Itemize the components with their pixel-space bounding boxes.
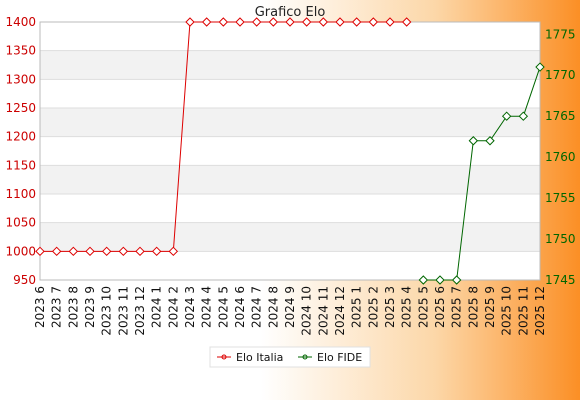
x-tick-label: 2025 6 xyxy=(433,286,447,328)
data-point-elo-italia xyxy=(401,17,412,27)
data-point-elo-fide xyxy=(501,111,512,121)
grid-band xyxy=(40,222,540,252)
x-tick-label: 2024 5 xyxy=(216,286,230,328)
left-tick-label: 1400 xyxy=(5,15,36,29)
grid-band xyxy=(40,50,540,80)
grid-band xyxy=(40,108,540,137)
legend-label-elo-fide: Elo FIDE xyxy=(317,351,362,364)
x-tick-label: 2023 9 xyxy=(83,286,97,328)
data-point-elo-italia xyxy=(151,246,162,257)
data-point-elo-fide xyxy=(518,111,529,121)
x-tick-label: 2024 2 xyxy=(166,286,180,328)
left-axis-ticks: 950 1000 1050 1100 1150 1200 1250 1300 1350 1400 xyxy=(5,15,36,287)
left-tick-label: 1100 xyxy=(5,187,36,201)
data-point-elo-italia xyxy=(218,17,229,27)
x-tick-label: 2024 7 xyxy=(250,286,264,328)
x-tick-label: 2025 2 xyxy=(366,286,380,328)
grid-band xyxy=(40,165,540,194)
data-point-elo-italia xyxy=(368,17,379,27)
data-point-elo-italia xyxy=(85,246,95,257)
data-point-elo-fide xyxy=(485,136,495,146)
legend-box xyxy=(209,346,371,368)
data-point-elo-italia xyxy=(118,246,129,257)
data-point-elo-italia xyxy=(235,17,245,27)
data-point-elo-italia xyxy=(168,246,179,257)
data-point-elo-italia xyxy=(135,246,145,257)
x-tick-label: 2023 12 xyxy=(133,286,147,336)
data-point-elo-italia xyxy=(318,17,329,27)
left-tick-label: 950 xyxy=(13,273,36,287)
x-tick-label: 2025 1 xyxy=(350,286,364,328)
right-tick-label: 1765 xyxy=(545,109,576,123)
data-point-elo-italia xyxy=(335,17,345,27)
x-tick-label: 2024 8 xyxy=(266,286,280,328)
series-layer xyxy=(35,17,545,285)
x-tick-label: 2023 7 xyxy=(50,286,64,328)
data-point-elo-italia xyxy=(285,17,295,27)
left-tick-label: 1000 xyxy=(5,244,36,258)
x-tick-label: 2024 6 xyxy=(233,286,247,328)
data-point-elo-italia xyxy=(68,246,79,257)
data-point-elo-fide xyxy=(468,136,479,146)
left-tick-label: 1200 xyxy=(5,130,36,144)
data-point-elo-italia xyxy=(35,246,45,257)
legend-marker-elo-fide xyxy=(302,354,308,360)
x-tick-label: 2023 8 xyxy=(66,286,80,328)
data-point-elo-italia xyxy=(385,17,395,27)
data-point-elo-fide xyxy=(418,275,429,285)
right-tick-label: 1760 xyxy=(545,150,576,164)
x-tick-label: 2025 8 xyxy=(466,286,480,328)
left-tick-label: 1050 xyxy=(5,216,36,230)
chart-title: Grafico Elo xyxy=(255,5,326,20)
left-tick-label: 1150 xyxy=(5,158,36,172)
data-point-elo-italia xyxy=(268,17,279,27)
x-tick-label: 2025 5 xyxy=(416,286,430,328)
data-point-elo-italia xyxy=(301,17,312,27)
x-tick-label: 2024 3 xyxy=(183,286,197,328)
legend-marker-elo-italia xyxy=(221,354,227,360)
data-point-elo-italia xyxy=(51,246,62,257)
right-axis-ticks: 1745 1750 1755 1760 1765 1770 1775 xyxy=(545,27,576,287)
right-tick-label: 1750 xyxy=(545,232,576,246)
left-tick-label: 1300 xyxy=(5,72,36,86)
x-tick-label: 2025 3 xyxy=(383,286,397,328)
data-point-elo-italia xyxy=(201,17,212,27)
legend: Elo Italia Elo FIDE xyxy=(209,346,371,368)
left-tick-label: 1250 xyxy=(5,101,36,115)
x-tick-label: 2025 11 xyxy=(516,286,530,336)
x-tick-label: 2025 9 xyxy=(483,286,497,328)
data-point-elo-fide xyxy=(435,275,445,285)
data-point-elo-italia xyxy=(251,17,262,27)
right-tick-label: 1755 xyxy=(545,191,576,205)
data-point-elo-fide xyxy=(451,275,462,285)
x-tick-label: 2025 12 xyxy=(533,286,547,336)
x-tick-label: 2025 7 xyxy=(450,286,464,328)
x-tick-label: 2024 1 xyxy=(150,286,164,328)
x-tick-label: 2024 12 xyxy=(333,286,347,336)
x-tick-label: 2023 6 xyxy=(33,286,47,328)
data-point-elo-italia xyxy=(351,17,362,27)
legend-label-elo-italia: Elo Italia xyxy=(236,351,283,364)
grid-layer xyxy=(40,21,540,281)
right-tick-label: 1775 xyxy=(545,27,576,41)
data-point-elo-italia xyxy=(185,17,195,27)
x-tick-label: 2025 10 xyxy=(500,286,514,336)
x-tick-label: 2023 10 xyxy=(100,286,114,336)
left-tick-label: 1350 xyxy=(5,44,36,58)
data-point-elo-fide xyxy=(535,62,545,72)
right-tick-label: 1770 xyxy=(545,68,576,82)
right-tick-label: 1745 xyxy=(545,273,576,287)
data-point-elo-italia xyxy=(101,246,112,257)
x-tick-label: 2024 11 xyxy=(316,286,330,336)
x-tick-label: 2024 4 xyxy=(200,286,214,328)
x-tick-label: 2024 9 xyxy=(283,286,297,328)
x-tick-label: 2023 11 xyxy=(116,286,130,336)
x-axis-ticks: 2023 6 2023 7 2023 8 2023 9 2023 10 2023 11 20… xyxy=(33,286,547,336)
x-tick-label: 2025 4 xyxy=(400,286,414,328)
x-tick-label: 2024 10 xyxy=(300,286,314,336)
